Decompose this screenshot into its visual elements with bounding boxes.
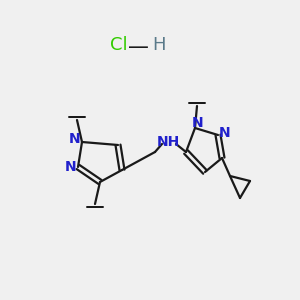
Text: N: N — [192, 116, 204, 130]
Text: —: — — [128, 37, 148, 57]
Text: Cl: Cl — [110, 36, 128, 54]
Text: N: N — [69, 132, 81, 146]
Text: H: H — [152, 36, 166, 54]
Text: NH: NH — [156, 135, 180, 149]
Text: N: N — [219, 126, 231, 140]
Text: N: N — [65, 160, 77, 174]
